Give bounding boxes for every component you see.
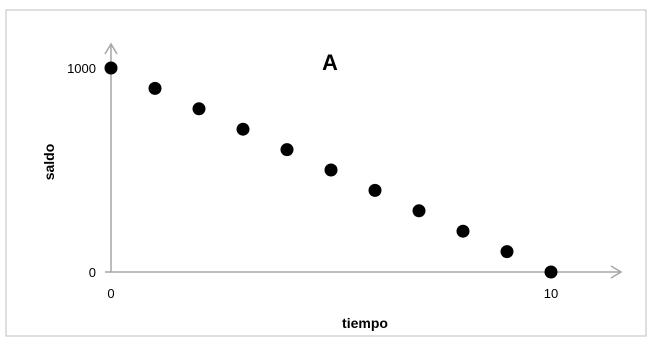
data-point-2 (192, 102, 206, 116)
data-point-8 (456, 224, 470, 238)
data-point-3 (236, 122, 250, 136)
x-tick-label-0: 0 (107, 286, 114, 301)
y-tick-label-1000: 1000 (67, 61, 96, 76)
y-axis-arrow (104, 42, 118, 55)
data-point-9 (500, 245, 514, 259)
x-axis-arrow (610, 265, 623, 279)
chart-title: A (322, 50, 338, 75)
data-point-4 (280, 143, 294, 157)
data-points (104, 61, 558, 279)
data-point-0 (104, 61, 118, 75)
data-point-6 (368, 183, 382, 197)
data-point-1 (148, 81, 162, 95)
x-axis-label: tiempo (342, 315, 388, 331)
y-axis-label: saldo (41, 144, 57, 181)
data-point-7 (412, 204, 426, 218)
data-point-10 (544, 265, 558, 279)
y-tick-label-0: 0 (89, 265, 96, 280)
data-point-5 (324, 163, 338, 177)
x-tick-label-10: 10 (544, 286, 558, 301)
